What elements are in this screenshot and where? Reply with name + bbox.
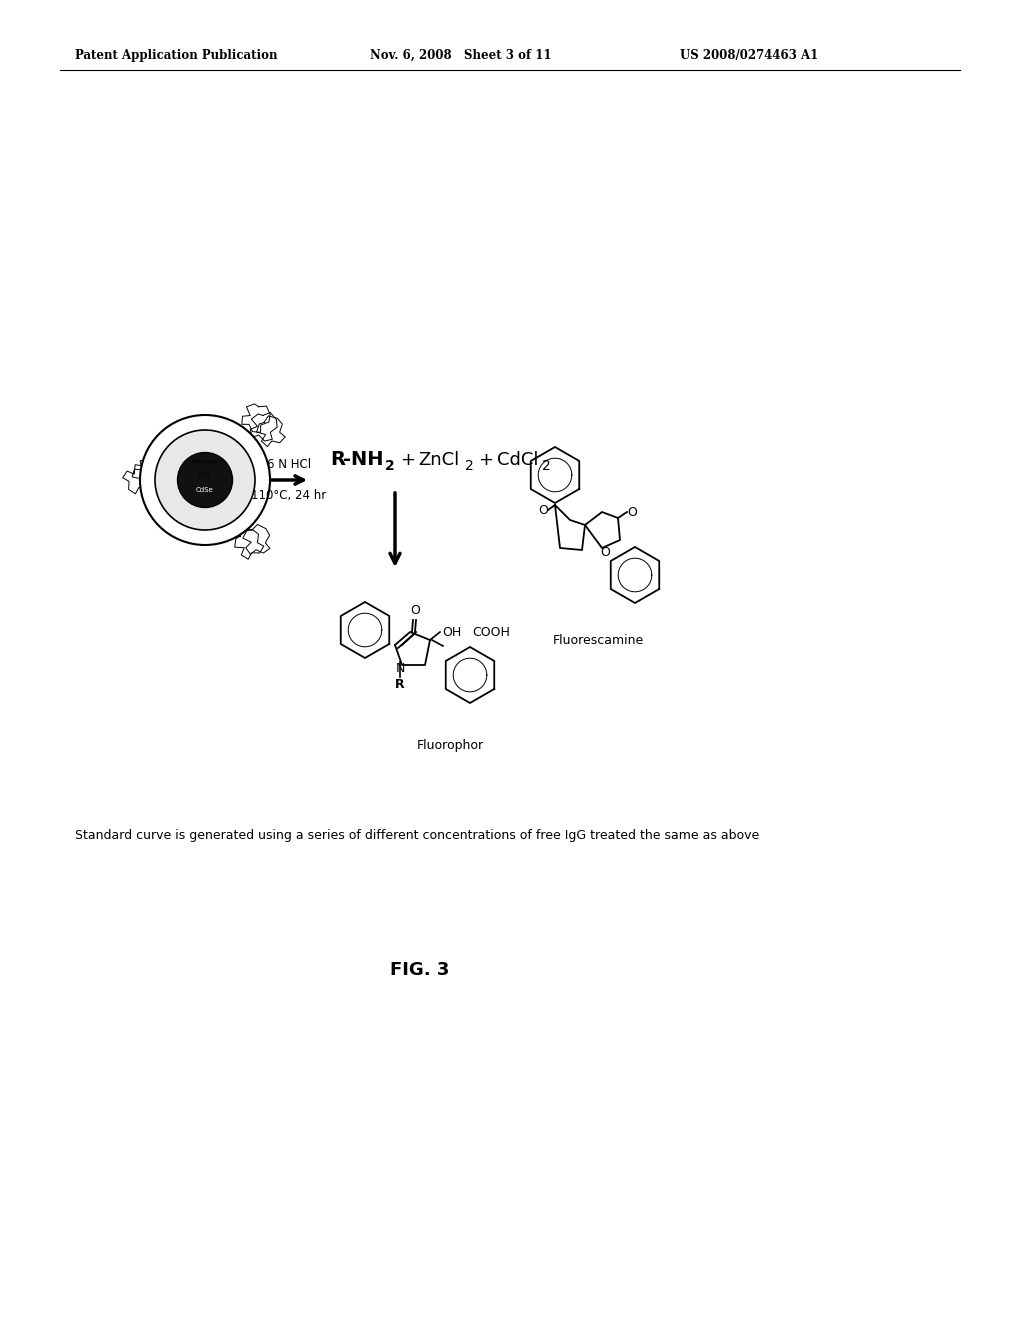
Text: ZnS: ZnS: [198, 473, 212, 478]
Text: O: O: [410, 603, 420, 616]
Text: 6 N HCl: 6 N HCl: [267, 458, 311, 471]
Text: Polymer: Polymer: [190, 459, 219, 465]
Text: O: O: [600, 545, 610, 558]
Text: US 2008/0274463 A1: US 2008/0274463 A1: [680, 49, 818, 62]
Text: O: O: [627, 506, 637, 519]
Text: +: +: [400, 451, 415, 469]
Text: ZnCl: ZnCl: [418, 451, 459, 469]
Text: 2: 2: [385, 459, 394, 473]
Text: Standard curve is generated using a series of different concentrations of free I: Standard curve is generated using a seri…: [75, 829, 759, 842]
Text: Nov. 6, 2008   Sheet 3 of 11: Nov. 6, 2008 Sheet 3 of 11: [370, 49, 552, 62]
Text: N: N: [395, 661, 404, 675]
Ellipse shape: [155, 430, 255, 531]
Text: CdCl: CdCl: [497, 451, 539, 469]
Text: Fluorophor: Fluorophor: [417, 738, 483, 751]
Text: COOH: COOH: [472, 626, 510, 639]
Text: R: R: [330, 450, 345, 469]
Text: 2: 2: [542, 459, 551, 473]
Text: O: O: [538, 503, 548, 516]
Ellipse shape: [177, 453, 232, 507]
Ellipse shape: [140, 414, 270, 545]
Text: OH: OH: [442, 626, 461, 639]
Text: R: R: [395, 678, 404, 692]
Text: -NH: -NH: [343, 450, 384, 469]
Text: FIG. 3: FIG. 3: [390, 961, 450, 979]
Text: +: +: [478, 451, 493, 469]
Text: 110°C, 24 hr: 110°C, 24 hr: [251, 488, 327, 502]
Text: Patent Application Publication: Patent Application Publication: [75, 49, 278, 62]
Text: Fluorescamine: Fluorescamine: [552, 634, 644, 647]
Text: CdSe: CdSe: [197, 487, 214, 492]
Text: 2: 2: [465, 459, 474, 473]
